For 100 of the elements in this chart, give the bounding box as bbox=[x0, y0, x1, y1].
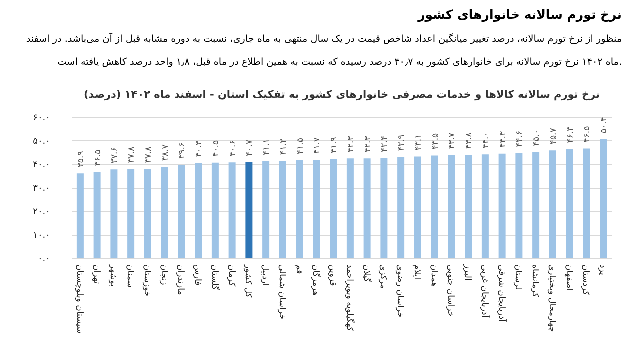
data-label: ۴۵.۷ bbox=[548, 128, 559, 145]
bar bbox=[161, 167, 168, 258]
bar bbox=[246, 162, 253, 258]
data-label: ۳۸.۷ bbox=[160, 144, 171, 162]
x-tick-label: یزد bbox=[598, 264, 608, 276]
data-label: ۴۶.۳ bbox=[566, 126, 576, 144]
bar bbox=[600, 140, 608, 258]
x-tick-label: خراسان شمالی bbox=[276, 264, 287, 320]
x-tick-label: تهران bbox=[91, 264, 102, 285]
bar bbox=[94, 172, 101, 258]
y-tick-label: ۵۰.۰ bbox=[33, 137, 50, 147]
bar bbox=[178, 164, 186, 258]
data-label: ۴۳.۱ bbox=[414, 134, 424, 151]
x-tick-label: کل کشور bbox=[243, 264, 254, 299]
y-tick-label: ۰.۰ bbox=[38, 254, 50, 264]
data-label: ۴۵.۰ bbox=[532, 130, 542, 146]
data-label: ۴۰.۶ bbox=[228, 140, 238, 157]
bar bbox=[414, 156, 422, 258]
data-label: ۴۱.۱ bbox=[262, 139, 272, 156]
bar bbox=[398, 157, 405, 258]
bar bbox=[279, 161, 286, 258]
x-tick-label: گلستان bbox=[209, 264, 220, 292]
text: نرخ تورم سالانه خانوارهای کشور bbox=[417, 7, 622, 23]
x-tick-label: قزوین bbox=[328, 264, 338, 286]
x-tick-label: قم bbox=[294, 264, 304, 274]
x-tick-label: اصفهان bbox=[564, 264, 574, 292]
bar bbox=[532, 152, 540, 258]
x-tick-label: خوزستان bbox=[142, 264, 152, 297]
bar bbox=[516, 153, 523, 258]
bar bbox=[313, 160, 320, 258]
bar bbox=[364, 158, 371, 258]
x-tick-label: همدان bbox=[428, 264, 439, 287]
x-tick-label: فارس bbox=[192, 264, 203, 286]
x-tick-label: کرمان bbox=[226, 264, 236, 288]
x-tick-label: کردستان bbox=[580, 264, 591, 296]
x-tick-label: سمنان bbox=[125, 264, 136, 288]
bar bbox=[296, 160, 304, 258]
data-label: ۴۰.۳ bbox=[194, 140, 205, 158]
data-label: ۴۳.۸ bbox=[464, 132, 475, 150]
text: منظور از نرخ تورم سالانه، درصد تغییر میانگین اعداد شاخص قیمت در یک سال منتهی به ماه جاری، نسبت به دوره مشابه قبل از آن می‌باشد. در اسفند bbox=[26, 32, 622, 45]
data-label: ۳۷.۸ bbox=[127, 146, 138, 164]
data-label: ۴۱.۵ bbox=[296, 138, 306, 154]
x-tick-label: ایلام bbox=[412, 264, 422, 280]
data-label: ۴۳.۵ bbox=[430, 132, 441, 150]
y-tick-label: ۶۰.۰ bbox=[33, 114, 50, 124]
x-tick-label: سیستان وبلوچستان bbox=[74, 264, 84, 334]
bar bbox=[76, 174, 84, 258]
data-label: ۴۲.۹ bbox=[397, 134, 408, 152]
data-label: ۵۰.۴ bbox=[600, 117, 610, 134]
x-tick-label: چهارمحال وبختیاری bbox=[546, 264, 557, 332]
bar bbox=[566, 149, 574, 258]
bar bbox=[144, 169, 152, 258]
data-label: ۴۲.۳ bbox=[363, 136, 374, 153]
x-tick-label: کرمانشاه bbox=[530, 264, 540, 298]
bar bbox=[346, 158, 354, 258]
x-tick-label: مازندران bbox=[176, 264, 186, 296]
data-label: ۴۴.۰ bbox=[481, 132, 492, 149]
bar bbox=[498, 154, 506, 258]
x-tick-label: هرمزگان bbox=[310, 264, 322, 296]
bar bbox=[465, 155, 472, 258]
bar bbox=[448, 155, 456, 258]
data-label: ۴۶.۵ bbox=[582, 126, 593, 143]
x-tick-label: مرکزی bbox=[378, 264, 388, 290]
data-label: ۴۳.۷ bbox=[448, 132, 458, 150]
data-label: ۳۷.۸ bbox=[144, 146, 154, 164]
data-label: ۴۱.۷ bbox=[312, 137, 323, 154]
data-label: ۳۷.۶ bbox=[110, 147, 120, 164]
x-tick-label: البرز bbox=[462, 264, 473, 281]
data-label: ۳۵.۹ bbox=[76, 150, 86, 168]
x-tick-label: لرستان bbox=[513, 264, 524, 290]
chart-title: نرخ تورم سالانه کالاها و خدمات مصرفی خانوارهای کشور به تفکیک استان - اسفند ماه ۱۴۰۲ (درصد) bbox=[84, 89, 600, 101]
data-label: ۳۹.۶ bbox=[178, 142, 188, 159]
x-tick-label: آذربایجان غربی bbox=[479, 264, 490, 318]
data-label: ۴۱.۹ bbox=[330, 136, 340, 154]
bar bbox=[482, 154, 489, 258]
text: ماه ۱۴۰۲ نرخ تورم سالانه برای خانوارهای کشور به ۴۰٫۷ درصد رسیده که نسبت به همین اطلاع در ماه قبل، ۱٫۸ واحد درصد کاهش یافته است. bbox=[58, 57, 622, 68]
bar bbox=[583, 148, 590, 258]
x-tick-label: آذربایجان شرقی bbox=[496, 264, 508, 323]
bar bbox=[330, 160, 338, 258]
y-tick-label: ۱۰.۰ bbox=[33, 231, 50, 241]
y-tick-label: ۴۰.۰ bbox=[33, 160, 50, 170]
x-tick-label: گیلان bbox=[361, 264, 372, 284]
x-tick-label: زنجان bbox=[158, 264, 169, 286]
data-label: ۴۴.۳ bbox=[498, 131, 508, 148]
x-tick-label: کهگیلویه وبویراحمد bbox=[344, 264, 356, 332]
data-label: ۴۱.۲ bbox=[278, 138, 289, 156]
bar bbox=[228, 162, 236, 258]
bar bbox=[195, 163, 202, 258]
data-label: ۴۰.۵ bbox=[211, 140, 222, 157]
bar bbox=[380, 158, 388, 258]
bar bbox=[212, 162, 219, 258]
bar bbox=[110, 170, 118, 258]
y-tick-label: ۲۰.۰ bbox=[33, 208, 50, 218]
data-label: ۴۴.۶ bbox=[515, 130, 526, 148]
data-label: ۳۶.۵ bbox=[93, 149, 104, 166]
bar bbox=[431, 156, 438, 258]
bar bbox=[549, 150, 556, 258]
bar bbox=[128, 169, 135, 258]
x-tick-label: بوشهر bbox=[108, 264, 118, 287]
data-label: ۴۲.۳ bbox=[346, 136, 356, 153]
